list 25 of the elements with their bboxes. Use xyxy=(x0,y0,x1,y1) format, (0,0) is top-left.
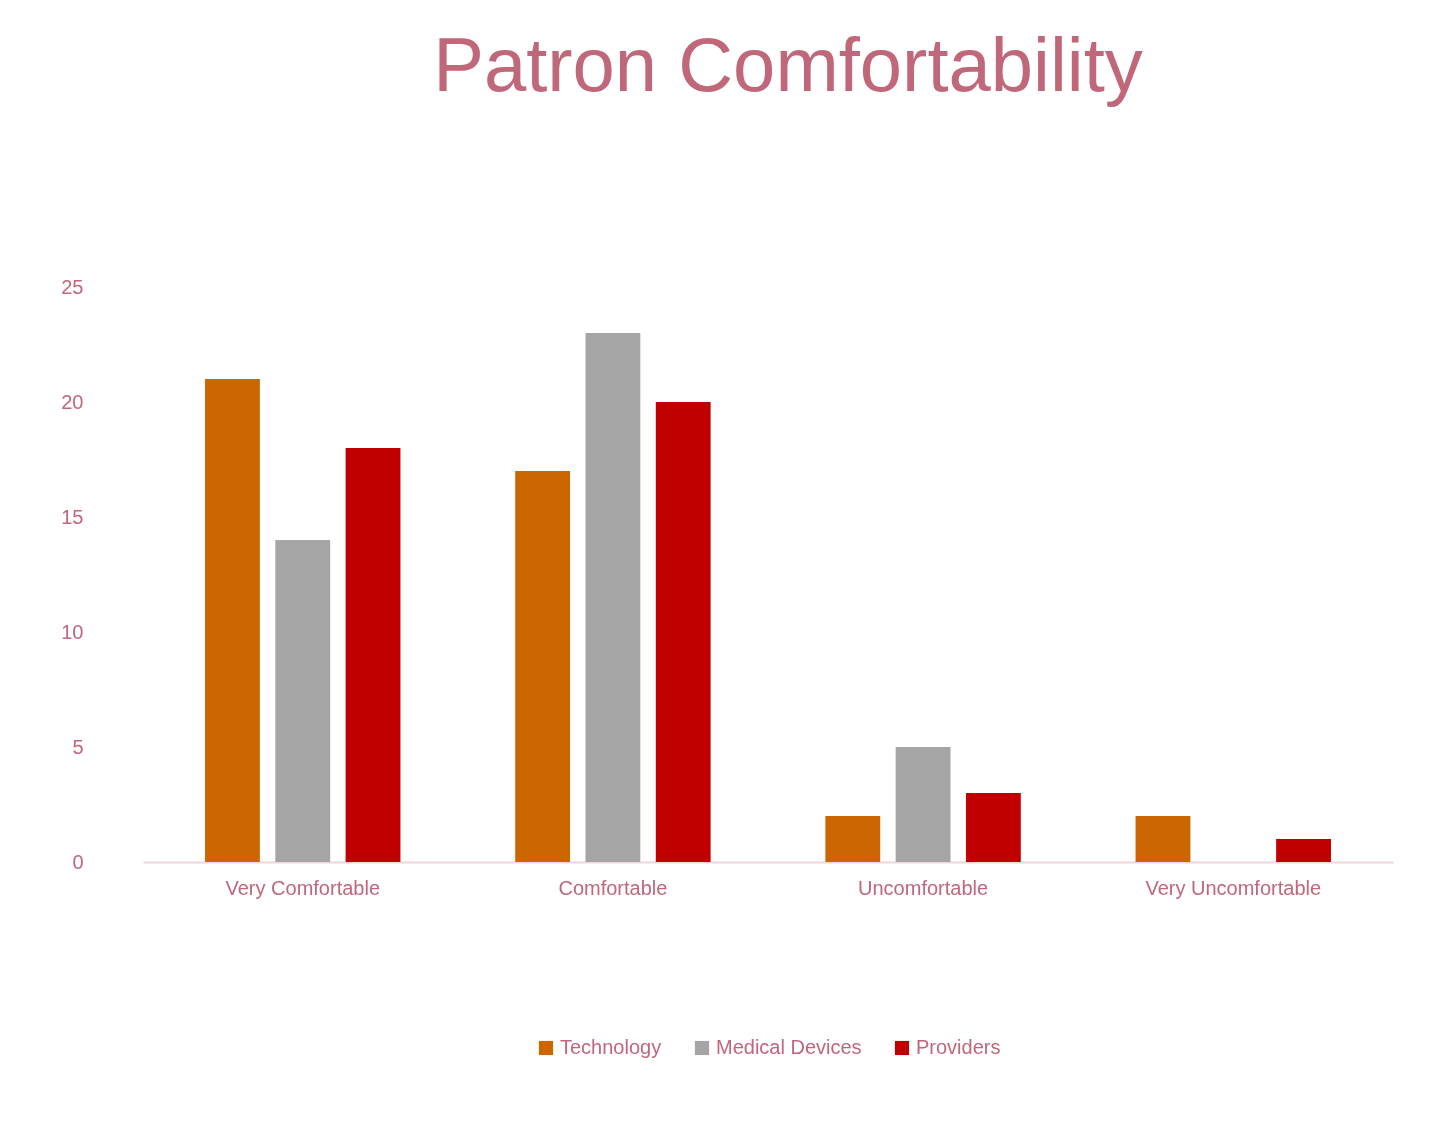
bar xyxy=(965,793,1021,862)
bar xyxy=(515,471,571,862)
bar xyxy=(345,448,401,862)
legend-label: Technology xyxy=(560,1036,662,1058)
x-tick-label: Very Comfortable xyxy=(225,876,380,899)
y-tick-label: 5 xyxy=(72,735,84,758)
x-tick-label: Uncomfortable xyxy=(858,876,989,899)
bar xyxy=(585,333,641,862)
bar xyxy=(825,816,881,862)
y-tick-label: 10 xyxy=(61,620,84,643)
bar xyxy=(655,402,711,862)
x-tick-label: Comfortable xyxy=(558,876,668,899)
chart-title: Patron Comfortability xyxy=(433,22,1143,107)
bar xyxy=(1135,816,1191,862)
y-tick-label: 25 xyxy=(61,275,84,298)
y-tick-label: 20 xyxy=(61,390,84,413)
y-tick-label: 15 xyxy=(61,505,84,528)
legend-label: Medical Devices xyxy=(716,1036,862,1058)
x-tick-label: Very Uncomfortable xyxy=(1145,876,1322,899)
bar xyxy=(895,747,951,862)
y-tick-label: 0 xyxy=(72,850,84,873)
legend-label: Providers xyxy=(916,1036,1001,1058)
bar xyxy=(205,379,260,862)
bar xyxy=(1276,839,1331,862)
bar xyxy=(275,540,331,862)
